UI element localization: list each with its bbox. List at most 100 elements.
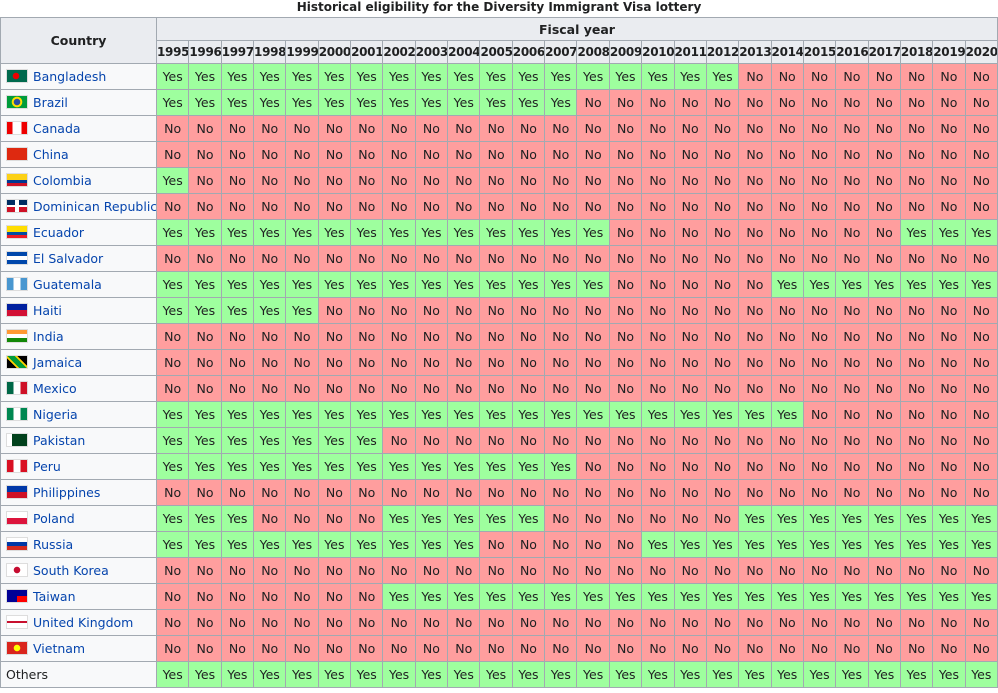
eligibility-cell: Yes xyxy=(867,531,901,558)
eligibility-cell: Yes xyxy=(576,401,610,428)
eligibility-cell: Yes xyxy=(285,89,319,116)
eligibility-cell: Yes xyxy=(932,219,966,246)
country-link[interactable]: United Kingdom xyxy=(33,615,134,630)
eligibility-cell: No xyxy=(608,557,643,584)
eligibility-cell: No xyxy=(447,557,481,584)
eligibility-cell: No xyxy=(155,349,190,376)
eligibility-cell: No xyxy=(932,63,966,90)
country-link[interactable]: Dominican Republic xyxy=(33,199,157,214)
eligibility-cell: No xyxy=(317,141,352,168)
eligibility-cell: No xyxy=(544,479,578,506)
country-link[interactable]: Guatemala xyxy=(33,277,102,292)
country-cell: El Salvador xyxy=(0,245,157,272)
country-link[interactable]: Russia xyxy=(33,537,74,552)
eligibility-cell: No xyxy=(705,297,740,324)
eligibility-cell: No xyxy=(511,167,546,194)
eligibility-cell: No xyxy=(802,453,837,480)
eligibility-cell: No xyxy=(641,505,675,532)
eligibility-cell: No xyxy=(447,141,481,168)
country-cell: Others xyxy=(0,661,157,688)
country-cell: Haiti xyxy=(0,297,157,324)
table-row: Vietnam No No No No No No No No No No No No No No No No N… xyxy=(0,635,998,662)
eligibility-cell: No xyxy=(802,115,837,142)
eligibility-cell: Yes xyxy=(382,89,416,116)
country-link[interactable]: India xyxy=(33,329,64,344)
eligibility-cell: Yes xyxy=(188,89,222,116)
country-link[interactable]: Jamaica xyxy=(33,355,83,370)
eligibility-cell: Yes xyxy=(479,89,513,116)
country-link[interactable]: China xyxy=(33,147,69,162)
eligibility-cell: No xyxy=(673,427,707,454)
eligibility-cell: Yes xyxy=(511,89,546,116)
country-link[interactable]: Mexico xyxy=(33,381,77,396)
country-link[interactable]: Poland xyxy=(33,511,75,526)
eligibility-cell: Yes xyxy=(705,63,740,90)
eligibility-cell: No xyxy=(317,297,352,324)
eligibility-cell: No xyxy=(835,167,869,194)
eligibility-cell: No xyxy=(964,349,998,376)
eligibility-cell: No xyxy=(899,115,934,142)
country-link[interactable]: Bangladesh xyxy=(33,69,107,84)
eligibility-cell: No xyxy=(511,115,546,142)
eligibility-cell: Yes xyxy=(802,583,837,610)
eligibility-cell: Yes xyxy=(511,453,546,480)
flag-icon xyxy=(6,95,28,109)
eligibility-cell: Yes xyxy=(414,453,449,480)
eligibility-cell: Yes xyxy=(188,297,222,324)
eligibility-cell: Yes xyxy=(188,401,222,428)
country-link[interactable]: Philippines xyxy=(33,485,101,500)
eligibility-cell: Yes xyxy=(414,63,449,90)
country-link[interactable]: El Salvador xyxy=(33,251,104,266)
table-row: South Korea No No No No No No No No No No No No No No N… xyxy=(0,557,998,584)
eligibility-cell: Yes xyxy=(932,505,966,532)
country-cell: Ecuador xyxy=(0,219,157,246)
country-link[interactable]: Haiti xyxy=(33,303,62,318)
country-link[interactable]: South Korea xyxy=(33,563,109,578)
eligibility-cell: No xyxy=(608,245,643,272)
eligibility-cell: No xyxy=(932,479,966,506)
eligibility-cell: No xyxy=(770,635,804,662)
country-link[interactable]: Colombia xyxy=(33,173,92,188)
eligibility-cell: No xyxy=(641,245,675,272)
country-link[interactable]: Pakistan xyxy=(33,433,86,448)
eligibility-cell: No xyxy=(155,115,190,142)
eligibility-cell: Yes xyxy=(932,583,966,610)
eligibility-cell: No xyxy=(608,115,643,142)
eligibility-cell: No xyxy=(738,453,772,480)
country-link[interactable]: Brazil xyxy=(33,95,68,110)
country-link[interactable]: Canada xyxy=(33,121,81,136)
country-cell: Canada xyxy=(0,115,157,142)
eligibility-cell: No xyxy=(770,219,804,246)
eligibility-cell: No xyxy=(479,479,513,506)
eligibility-cell: No xyxy=(350,557,384,584)
eligibility-cell: No xyxy=(350,505,384,532)
eligibility-cell: Yes xyxy=(220,219,255,246)
country-link[interactable]: Taiwan xyxy=(33,589,76,604)
eligibility-cell: No xyxy=(932,115,966,142)
eligibility-cell: No xyxy=(867,557,901,584)
eligibility-cell: No xyxy=(155,323,190,350)
eligibility-cell: No xyxy=(738,349,772,376)
eligibility-cell: No xyxy=(382,557,416,584)
eligibility-cell: No xyxy=(738,557,772,584)
eligibility-cell: No xyxy=(576,141,610,168)
eligibility-cell: No xyxy=(867,115,901,142)
eligibility-cell: No xyxy=(899,349,934,376)
eligibility-cell: Yes xyxy=(738,661,772,688)
eligibility-cell: No xyxy=(835,115,869,142)
country-link[interactable]: Ecuador xyxy=(33,225,85,240)
eligibility-cell: Yes xyxy=(899,583,934,610)
eligibility-cell: No xyxy=(899,427,934,454)
eligibility-cell: Yes xyxy=(673,63,707,90)
eligibility-cell: No xyxy=(511,141,546,168)
eligibility-cell: No xyxy=(738,141,772,168)
country-link[interactable]: Peru xyxy=(33,459,61,474)
country-link[interactable]: Vietnam xyxy=(33,641,86,656)
eligibility-cell: No xyxy=(673,115,707,142)
country-link[interactable]: Nigeria xyxy=(33,407,78,422)
year-header: 1997 xyxy=(220,40,255,64)
eligibility-cell: No xyxy=(964,167,998,194)
eligibility-cell: Yes xyxy=(414,401,449,428)
eligibility-cell: Yes xyxy=(479,661,513,688)
eligibility-cell: No xyxy=(964,115,998,142)
